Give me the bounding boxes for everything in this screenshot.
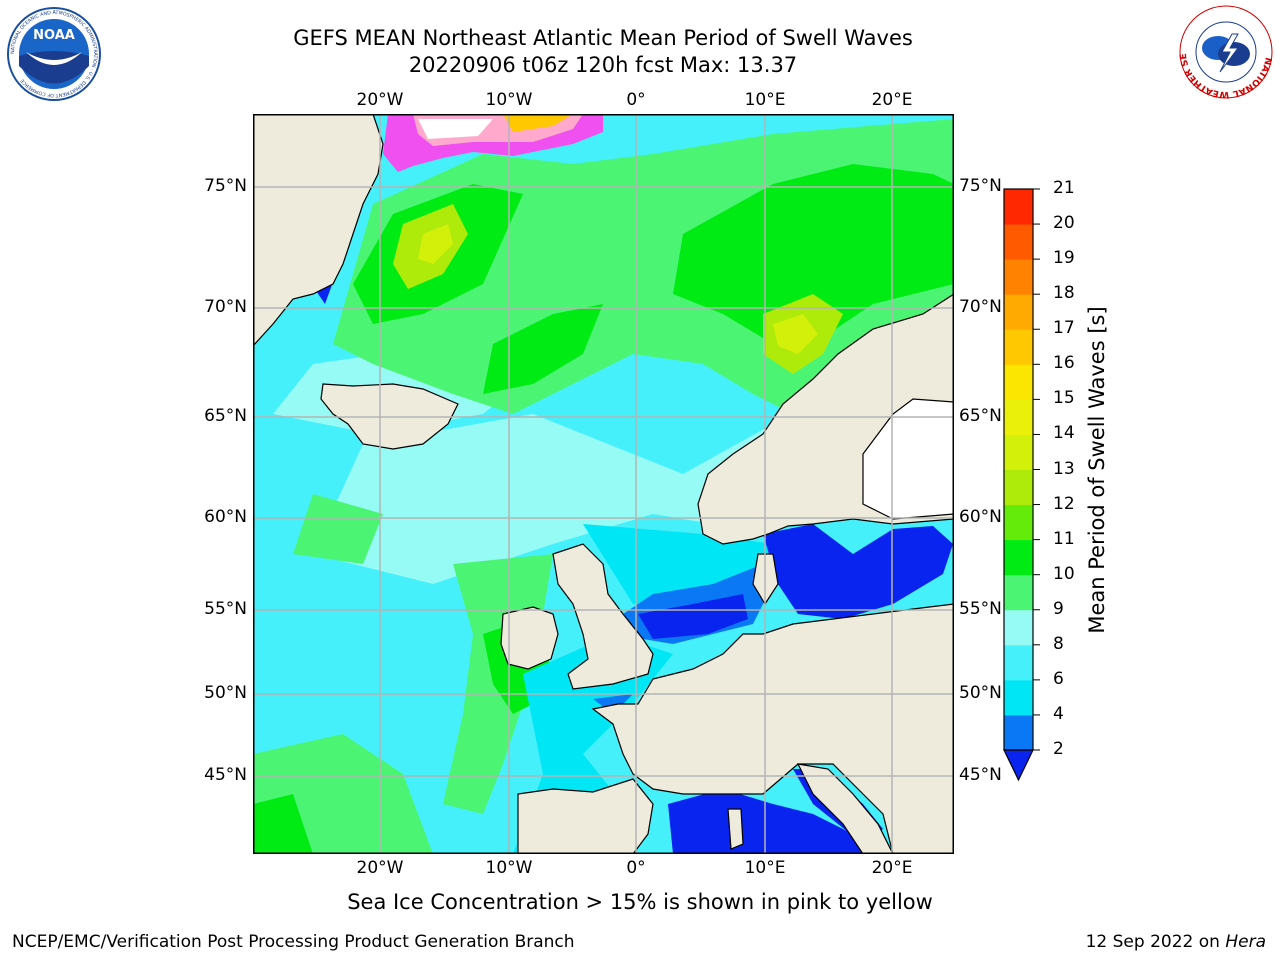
footer-credit: NCEP/EMC/Verification Post Processing Pr… bbox=[12, 932, 575, 952]
colorbar-tick-label: 18 bbox=[1053, 283, 1075, 304]
noaa-logo-text: NOAA bbox=[33, 28, 75, 43]
chart-title: GEFS MEAN Northeast Atlantic Mean Period… bbox=[293, 26, 913, 50]
colorbar-band bbox=[1004, 609, 1033, 646]
lat-label-left: 70°N bbox=[204, 297, 247, 317]
colorbar-band bbox=[1004, 469, 1033, 506]
colorbar-band bbox=[1004, 189, 1033, 225]
colorbar-tick-label: 11 bbox=[1053, 528, 1075, 549]
graticule bbox=[253, 114, 954, 854]
colorbar-tick-label: 12 bbox=[1053, 493, 1075, 514]
lon-label-bottom: 20°W bbox=[356, 858, 404, 878]
colorbar-tick-label: 17 bbox=[1053, 318, 1075, 339]
colorbar-tick-label: 21 bbox=[1053, 178, 1075, 198]
lat-label-right: 70°N bbox=[959, 297, 1002, 317]
lon-label-bottom: 10°W bbox=[485, 858, 533, 878]
lon-label-bottom: 10°E bbox=[744, 858, 786, 878]
lat-label-left: 50°N bbox=[204, 683, 247, 703]
lat-label-right: 55°N bbox=[959, 599, 1002, 619]
colorbar-title: Mean Period of Swell Waves [s] bbox=[1085, 306, 1109, 634]
colorbar-tick-label: 15 bbox=[1053, 388, 1075, 409]
colorbar-band bbox=[1004, 504, 1033, 541]
colorbar-band bbox=[1004, 539, 1033, 576]
colorbar-tick-label: 10 bbox=[1053, 563, 1075, 584]
lat-label-right: 75°N bbox=[959, 176, 1002, 196]
colorbar-band bbox=[1004, 329, 1033, 365]
lat-label-right: 60°N bbox=[959, 507, 1002, 527]
map-frame bbox=[253, 114, 954, 854]
lon-label-top: 20°E bbox=[871, 90, 913, 110]
colorbar-tick-labels: 2 4 6 8 9 10 11 12 13 14 15 16 17 18 19 20 21 bbox=[1053, 0, 1113, 960]
colorbar-band bbox=[1004, 644, 1033, 681]
colorbar-band bbox=[1004, 714, 1033, 751]
noaa-logo: NOAA NATIONAL OCEANIC AND ATMOSPHERIC AD… bbox=[7, 7, 101, 101]
lon-label-top: 0° bbox=[626, 90, 646, 110]
chart-subtitle: 20220906 t06z 120h fcst Max: 13.37 bbox=[408, 53, 798, 77]
colorbar-band bbox=[1004, 679, 1033, 716]
colorbar-tick-label: 16 bbox=[1053, 353, 1075, 374]
colorbar-extend-arrow bbox=[1003, 749, 1034, 782]
lat-label-right: 45°N bbox=[959, 765, 1002, 785]
colorbar-band bbox=[1004, 574, 1033, 611]
lat-label-right: 50°N bbox=[959, 683, 1002, 703]
sea-ice-caption: Sea Ice Concentration > 15% is shown in … bbox=[347, 890, 933, 914]
swell-period-map bbox=[253, 114, 954, 854]
lat-label-left: 75°N bbox=[204, 176, 247, 196]
lon-label-top: 10°E bbox=[744, 90, 786, 110]
colorbar-band bbox=[1004, 294, 1033, 330]
lon-label-bottom: 0° bbox=[626, 858, 646, 878]
colorbar-tick-label: 20 bbox=[1053, 213, 1075, 234]
footer-timestamp: 12 Sep 2022 on Hera bbox=[1086, 932, 1266, 952]
colorbar-band bbox=[1004, 434, 1033, 470]
colorbar-tick-label: 13 bbox=[1053, 458, 1075, 479]
colorbar-tick-label: 6 bbox=[1053, 668, 1064, 689]
nws-logo: NATIONAL WEATHER SERVICE bbox=[1176, 4, 1273, 99]
lat-label-left: 65°N bbox=[204, 406, 247, 426]
colorbar-tick-label: 9 bbox=[1053, 598, 1064, 619]
lat-label-left: 60°N bbox=[204, 507, 247, 527]
colorbar bbox=[1003, 188, 1040, 782]
colorbar-band bbox=[1004, 364, 1033, 400]
colorbar-band bbox=[1004, 224, 1033, 260]
colorbar-tick-label: 14 bbox=[1053, 423, 1075, 444]
colorbar-band bbox=[1004, 259, 1033, 295]
footer-date: 12 Sep 2022 on bbox=[1085, 932, 1226, 952]
lat-label-left: 55°N bbox=[204, 599, 247, 619]
colorbar-tick-label: 2 bbox=[1053, 739, 1064, 759]
lon-label-top: 20°W bbox=[356, 90, 404, 110]
lat-label-right: 65°N bbox=[959, 406, 1002, 426]
lon-label-bottom: 20°E bbox=[871, 858, 913, 878]
colorbar-tick-label: 8 bbox=[1053, 633, 1064, 654]
colorbar-tick-label: 19 bbox=[1053, 248, 1075, 269]
land-masses bbox=[253, 114, 954, 854]
colorbar-band bbox=[1004, 399, 1033, 435]
lat-label-left: 45°N bbox=[204, 765, 247, 785]
colorbar-tick-label: 4 bbox=[1053, 703, 1064, 724]
lon-label-top: 10°W bbox=[485, 90, 533, 110]
footer-host: Hera bbox=[1225, 932, 1266, 952]
